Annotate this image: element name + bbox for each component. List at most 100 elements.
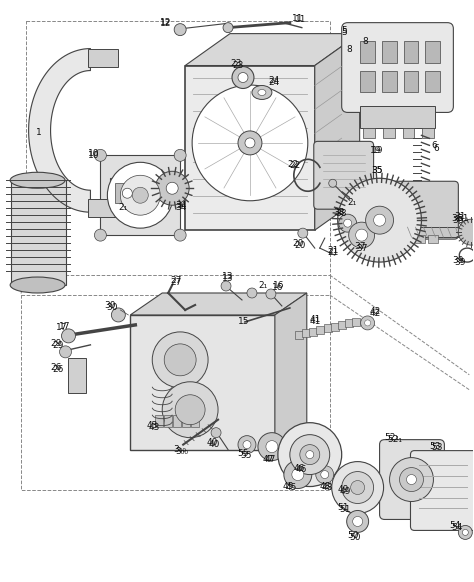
Text: 19: 19: [372, 146, 383, 155]
Bar: [317, 326, 324, 334]
Bar: [403, 70, 419, 93]
Circle shape: [175, 395, 205, 425]
FancyBboxPatch shape: [380, 439, 445, 520]
Circle shape: [458, 219, 474, 245]
Bar: [89, 48, 118, 66]
Polygon shape: [130, 293, 307, 315]
Text: 27: 27: [170, 278, 182, 286]
Text: 31: 31: [457, 214, 469, 223]
Circle shape: [266, 441, 278, 453]
Text: 39: 39: [452, 255, 464, 265]
Bar: [390, 235, 400, 243]
Text: 21: 21: [328, 247, 339, 257]
Text: 17: 17: [58, 322, 70, 331]
Circle shape: [290, 435, 330, 474]
Text: 17: 17: [55, 324, 67, 332]
Bar: [360, 70, 374, 93]
Circle shape: [300, 445, 320, 464]
Ellipse shape: [10, 172, 65, 188]
Circle shape: [390, 457, 433, 502]
Text: 35: 35: [372, 166, 383, 175]
Circle shape: [238, 436, 256, 453]
Text: 46: 46: [296, 465, 307, 474]
Circle shape: [306, 450, 314, 459]
Bar: [155, 415, 163, 427]
Bar: [324, 324, 332, 332]
Text: 43: 43: [146, 421, 158, 430]
Bar: [382, 70, 397, 93]
Bar: [426, 41, 440, 62]
Text: 31: 31: [455, 212, 466, 221]
Text: 37: 37: [355, 242, 366, 251]
Circle shape: [60, 346, 72, 358]
Circle shape: [211, 428, 221, 438]
Circle shape: [284, 460, 312, 488]
Circle shape: [329, 179, 337, 187]
Text: 2₁: 2₁: [258, 281, 267, 289]
Bar: [185, 66, 315, 230]
Bar: [130, 315, 275, 450]
Text: 2₁: 2₁: [347, 198, 357, 207]
Circle shape: [232, 66, 254, 88]
Circle shape: [365, 320, 371, 326]
Circle shape: [120, 175, 160, 215]
Text: 24: 24: [268, 78, 279, 87]
Circle shape: [166, 182, 178, 194]
Text: 5: 5: [342, 26, 347, 35]
Circle shape: [108, 162, 173, 228]
Circle shape: [278, 423, 342, 487]
Circle shape: [238, 73, 248, 83]
Bar: [295, 331, 303, 339]
Circle shape: [164, 344, 196, 376]
Text: 51: 51: [337, 503, 349, 512]
Text: 20: 20: [295, 240, 306, 250]
Bar: [403, 41, 419, 62]
Text: 54: 54: [449, 521, 461, 530]
Text: 34: 34: [175, 203, 187, 212]
Circle shape: [349, 222, 374, 248]
Text: 55: 55: [237, 449, 248, 458]
Bar: [309, 328, 317, 336]
Circle shape: [346, 510, 369, 533]
Text: 38: 38: [336, 209, 347, 218]
FancyBboxPatch shape: [385, 181, 458, 239]
Text: 22: 22: [290, 161, 301, 170]
FancyBboxPatch shape: [342, 23, 453, 112]
Circle shape: [458, 526, 472, 540]
Bar: [338, 321, 346, 329]
Text: 29: 29: [53, 342, 64, 350]
Text: 47: 47: [265, 455, 276, 464]
Bar: [89, 199, 118, 217]
Text: 45: 45: [286, 483, 297, 492]
Text: 36: 36: [451, 214, 463, 223]
Text: 29: 29: [51, 339, 62, 349]
Text: 38: 38: [334, 208, 345, 217]
Text: 48: 48: [322, 483, 333, 492]
Bar: [191, 415, 199, 427]
Circle shape: [94, 150, 106, 161]
Circle shape: [132, 187, 148, 203]
Text: 37: 37: [356, 244, 368, 253]
Circle shape: [462, 530, 468, 535]
Circle shape: [342, 471, 374, 503]
Bar: [164, 415, 172, 427]
Text: 42: 42: [370, 310, 381, 318]
Text: 16: 16: [272, 282, 283, 292]
Circle shape: [155, 171, 189, 205]
Circle shape: [361, 316, 374, 330]
FancyBboxPatch shape: [410, 450, 474, 530]
Text: 21: 21: [328, 246, 339, 254]
Circle shape: [174, 24, 186, 36]
Polygon shape: [275, 293, 307, 450]
Bar: [404, 227, 474, 237]
Text: 23: 23: [230, 59, 241, 68]
Text: 52₁: 52₁: [384, 433, 400, 442]
Circle shape: [292, 469, 304, 481]
Text: 50: 50: [350, 533, 361, 542]
Bar: [345, 320, 353, 327]
Text: 45: 45: [283, 482, 294, 491]
Text: 53: 53: [429, 442, 441, 451]
Bar: [426, 70, 440, 93]
Text: 8: 8: [363, 37, 368, 46]
Circle shape: [174, 229, 186, 241]
